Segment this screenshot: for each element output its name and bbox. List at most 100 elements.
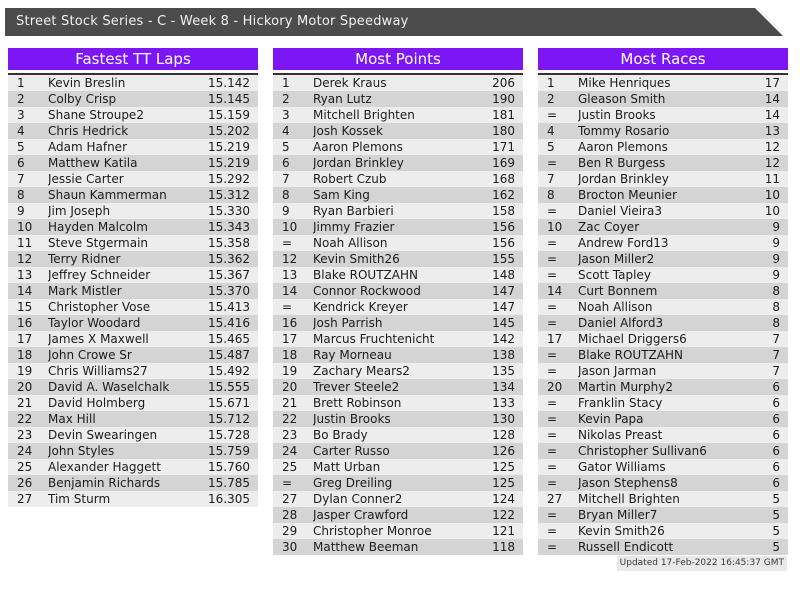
value-cell: 15.785 bbox=[208, 476, 250, 490]
driver-name-cell: Mitchell Brighten bbox=[313, 108, 415, 122]
value-cell: 12 bbox=[764, 140, 780, 154]
table-row: 24 Carter Russo 126 bbox=[273, 443, 523, 459]
table-rows: 1 Derek Kraus 206 2 Ryan Lutz 190 3 Mitchell Br… bbox=[273, 73, 523, 555]
rank-cell: 29 bbox=[282, 524, 298, 538]
value-cell: 9 bbox=[772, 220, 780, 234]
value-cell: 124 bbox=[492, 492, 515, 506]
value-cell: 7 bbox=[772, 348, 780, 362]
table-row: 21 Brett Robinson 133 bbox=[273, 395, 523, 411]
value-cell: 169 bbox=[492, 156, 515, 170]
table-row: 4 Josh Kossek 180 bbox=[273, 123, 523, 139]
driver-name-cell: Chris Williams27 bbox=[48, 364, 148, 378]
table-rows: 1 Kevin Breslin 15.142 2 Colby Crisp 15.145 3 S… bbox=[8, 73, 258, 507]
value-cell: 158 bbox=[492, 204, 515, 218]
table-row: 14 Curt Bonnem 8 bbox=[538, 283, 788, 299]
driver-name-cell: Noah Allison bbox=[578, 300, 653, 314]
rank-cell: 20 bbox=[282, 380, 298, 394]
rank-cell: 24 bbox=[282, 444, 298, 458]
driver-name-cell: Christopher Vose bbox=[48, 300, 151, 314]
driver-name-cell: Daniel Alford3 bbox=[578, 316, 664, 330]
value-cell: 126 bbox=[492, 444, 515, 458]
rank-cell: 13 bbox=[17, 268, 33, 282]
driver-name-cell: Carter Russo bbox=[313, 444, 390, 458]
value-cell: 15.202 bbox=[208, 124, 250, 138]
rank-cell: 14 bbox=[547, 284, 563, 298]
rank-cell: = bbox=[547, 108, 558, 122]
value-cell: 171 bbox=[492, 140, 515, 154]
driver-name-cell: David Holmberg bbox=[48, 396, 146, 410]
rank-cell: 30 bbox=[282, 540, 298, 554]
driver-name-cell: Bo Brady bbox=[313, 428, 368, 442]
table-row: 22 Justin Brooks 130 bbox=[273, 411, 523, 427]
rank-cell: 15 bbox=[17, 300, 33, 314]
value-cell: 5 bbox=[772, 540, 780, 554]
table-row: = Bryan Miller7 5 bbox=[538, 507, 788, 523]
table-row: = Jason Stephens8 6 bbox=[538, 475, 788, 491]
driver-name-cell: Shaun Kammerman bbox=[48, 188, 167, 202]
driver-name-cell: Christopher Monroe bbox=[313, 524, 432, 538]
driver-name-cell: Jason Miller2 bbox=[578, 252, 655, 266]
rank-cell: 18 bbox=[282, 348, 298, 362]
table-row: 8 Sam King 162 bbox=[273, 187, 523, 203]
value-cell: 15.219 bbox=[208, 140, 250, 154]
value-cell: 8 bbox=[772, 316, 780, 330]
value-cell: 15.555 bbox=[208, 380, 250, 394]
rank-cell: 22 bbox=[17, 412, 33, 426]
driver-name-cell: Benjamin Richards bbox=[48, 476, 161, 490]
value-cell: 6 bbox=[772, 396, 780, 410]
table-row: = Kevin Papa 6 bbox=[538, 411, 788, 427]
driver-name-cell: Nikolas Preast bbox=[578, 428, 663, 442]
value-cell: 180 bbox=[492, 124, 515, 138]
driver-name-cell: Kevin Smith26 bbox=[313, 252, 400, 266]
rank-cell: 5 bbox=[282, 140, 290, 154]
driver-name-cell: Bryan Miller7 bbox=[578, 508, 658, 522]
value-cell: 15.416 bbox=[208, 316, 250, 330]
table-row: 6 Matthew Katila 15.219 bbox=[8, 155, 258, 171]
table-row: 16 Josh Parrish 145 bbox=[273, 315, 523, 331]
rank-cell: 7 bbox=[17, 172, 25, 186]
table-row: = Ben R Burgess 12 bbox=[538, 155, 788, 171]
driver-name-cell: Mark Mistler bbox=[48, 284, 122, 298]
driver-name-cell: Terry Ridner bbox=[48, 252, 121, 266]
table-rows: 1 Mike Henriques 17 2 Gleason Smith 14 = Justin… bbox=[538, 73, 788, 555]
value-cell: 15.712 bbox=[208, 412, 250, 426]
table-row: 19 Chris Williams27 15.492 bbox=[8, 363, 258, 379]
table-row: 9 Jim Joseph 15.330 bbox=[8, 203, 258, 219]
table-row: = Daniel Alford3 8 bbox=[538, 315, 788, 331]
value-cell: 11 bbox=[764, 172, 780, 186]
table-row: 10 Hayden Malcolm 15.343 bbox=[8, 219, 258, 235]
driver-name-cell: Zac Coyer bbox=[578, 220, 640, 234]
value-cell: 6 bbox=[772, 476, 780, 490]
value-cell: 13 bbox=[764, 124, 780, 138]
rank-cell: = bbox=[547, 476, 558, 490]
driver-name-cell: Martin Murphy2 bbox=[578, 380, 673, 394]
value-cell: 15.330 bbox=[208, 204, 250, 218]
value-cell: 15.362 bbox=[208, 252, 250, 266]
value-cell: 14 bbox=[764, 92, 780, 106]
value-cell: 15.312 bbox=[208, 188, 250, 202]
rank-cell: 8 bbox=[547, 188, 555, 202]
driver-name-cell: Kevin Breslin bbox=[48, 76, 126, 90]
driver-name-cell: Mitchell Brighten bbox=[578, 492, 680, 506]
driver-name-cell: James X Maxwell bbox=[48, 332, 149, 346]
rank-cell: = bbox=[547, 268, 558, 282]
driver-name-cell: Zachary Mears2 bbox=[313, 364, 410, 378]
table-row: 29 Christopher Monroe 121 bbox=[273, 523, 523, 539]
value-cell: 156 bbox=[492, 236, 515, 250]
rank-cell: = bbox=[547, 396, 558, 410]
driver-name-cell: Ryan Barbieri bbox=[313, 204, 394, 218]
value-cell: 15.358 bbox=[208, 236, 250, 250]
driver-name-cell: Blake ROUTZAHN bbox=[578, 348, 683, 362]
rank-cell: = bbox=[282, 476, 293, 490]
table-row: 12 Terry Ridner 15.362 bbox=[8, 251, 258, 267]
value-cell: 5 bbox=[772, 508, 780, 522]
value-cell: 130 bbox=[492, 412, 515, 426]
rank-cell: 23 bbox=[282, 428, 298, 442]
driver-name-cell: Jim Joseph bbox=[48, 204, 111, 218]
value-cell: 206 bbox=[492, 76, 515, 90]
value-cell: 15.219 bbox=[208, 156, 250, 170]
value-cell: 15.343 bbox=[208, 220, 250, 234]
value-cell: 15.487 bbox=[208, 348, 250, 362]
rank-cell: 10 bbox=[282, 220, 298, 234]
table-row: = Christopher Sullivan6 6 bbox=[538, 443, 788, 459]
